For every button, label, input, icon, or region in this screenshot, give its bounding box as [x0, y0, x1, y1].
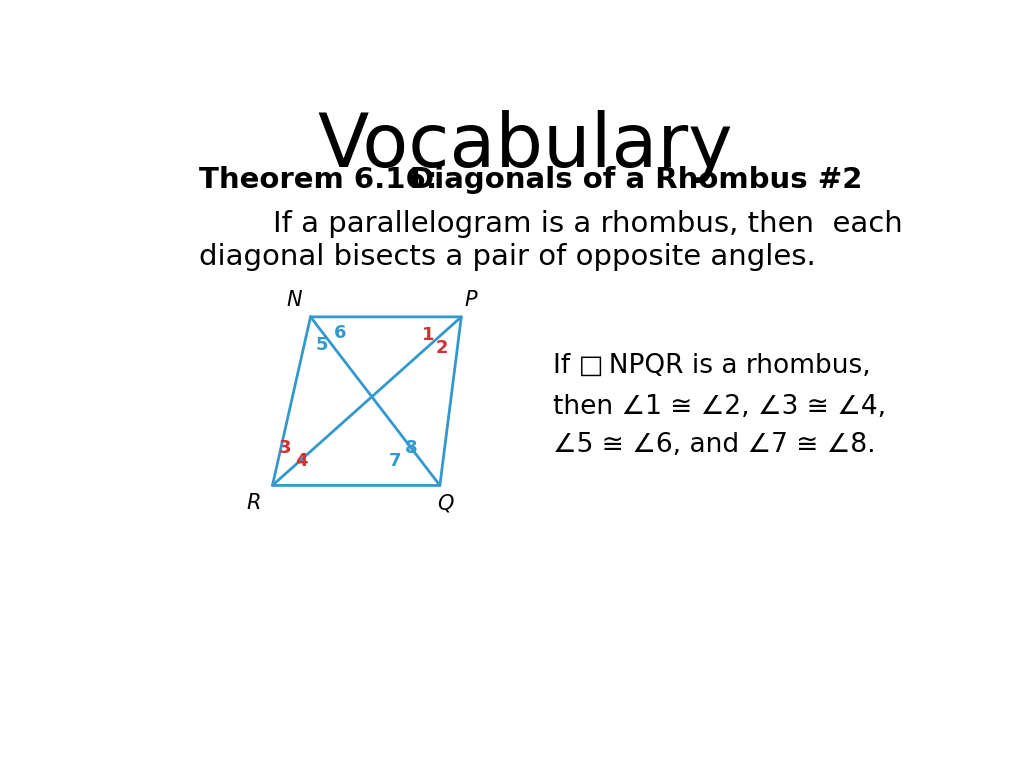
Text: Q: Q	[437, 493, 454, 513]
Text: If a parallelogram is a rhombus, then  each: If a parallelogram is a rhombus, then ea…	[200, 210, 903, 238]
Text: N: N	[287, 290, 302, 310]
Text: 3: 3	[279, 439, 292, 457]
Text: Theorem 6.16:: Theorem 6.16:	[200, 166, 438, 194]
Text: 8: 8	[406, 439, 418, 457]
Text: 6: 6	[334, 324, 346, 343]
Text: R: R	[246, 493, 261, 513]
Text: 1: 1	[422, 326, 434, 343]
Text: diagonal bisects a pair of opposite angles.: diagonal bisects a pair of opposite angl…	[200, 243, 816, 271]
Text: 5: 5	[315, 336, 328, 354]
Text: 2: 2	[435, 339, 447, 356]
Text: 4: 4	[295, 452, 307, 470]
Text: If □ NPQR is a rhombus,: If □ NPQR is a rhombus,	[553, 353, 870, 379]
Text: ∠5 ≅ ∠6, and ∠7 ≅ ∠8.: ∠5 ≅ ∠6, and ∠7 ≅ ∠8.	[553, 432, 876, 458]
Text: P: P	[465, 290, 477, 310]
Text: 7: 7	[389, 452, 401, 470]
Text: Diagonals of a Rhombus #2: Diagonals of a Rhombus #2	[410, 166, 862, 194]
Text: then ∠1 ≅ ∠2, ∠3 ≅ ∠4,: then ∠1 ≅ ∠2, ∠3 ≅ ∠4,	[553, 394, 886, 420]
Text: Vocabulary: Vocabulary	[317, 110, 732, 183]
